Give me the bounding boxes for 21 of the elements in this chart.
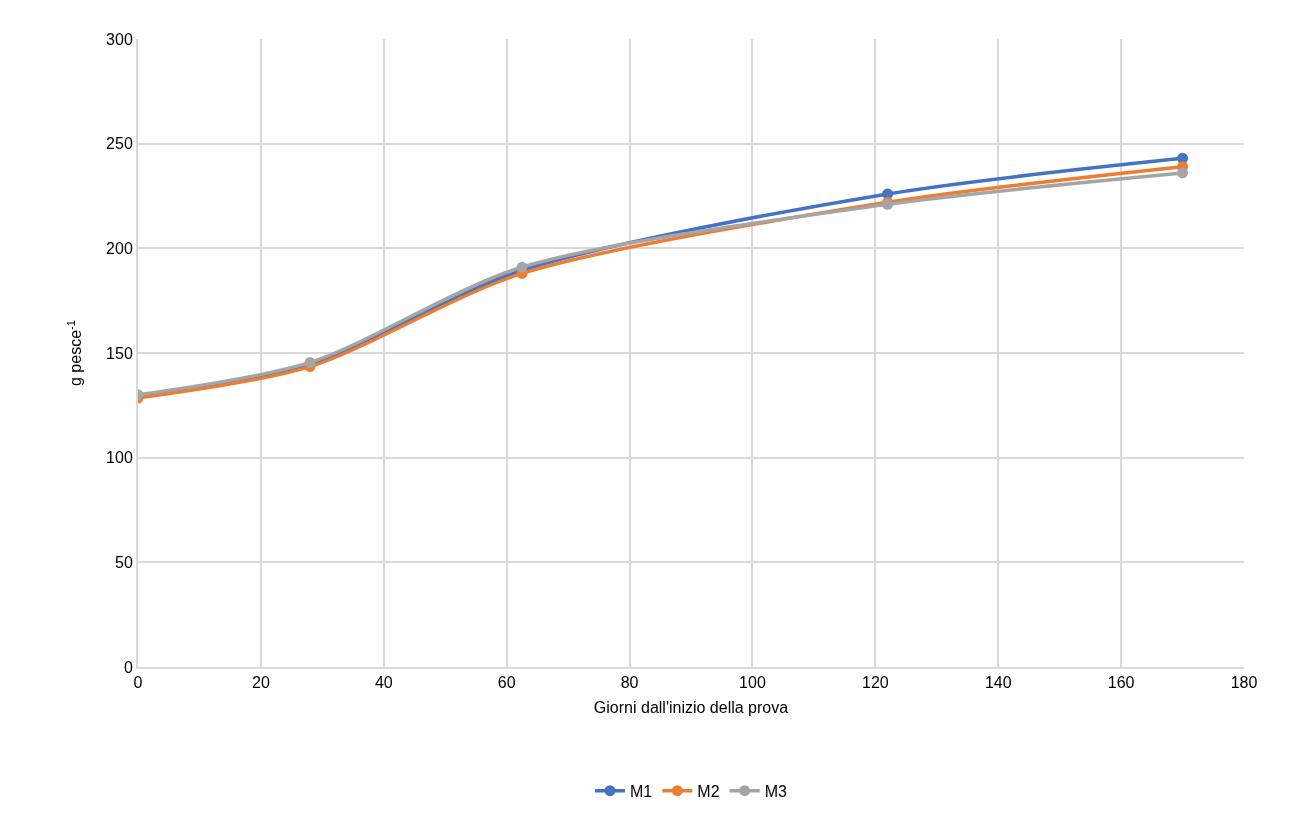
legend-label: M1 [630,782,653,800]
y-tick-label: 150 [106,344,133,362]
y-tick-label: 50 [115,553,133,571]
x-tick-label: 20 [251,674,270,692]
x-axis-title: Giorni dall'inizio della prova [593,699,789,717]
legend-label: M3 [764,782,787,800]
y-tick-label: 100 [106,449,133,467]
x-tick-label: 40 [374,674,393,692]
y-tick-label: 0 [123,658,133,676]
x-tick-label: 120 [861,674,889,692]
point [1177,167,1189,179]
x-tick-label: 140 [984,674,1012,692]
x-tick-label: 180 [1230,674,1258,692]
y-tick-label: 200 [106,239,133,257]
x-tick-label: 100 [739,674,766,692]
x-tick-label: 60 [497,674,516,692]
legend-label: M2 [697,782,720,800]
x-tick-label: 80 [620,674,639,692]
x-tick-label: 160 [1107,674,1135,692]
y-tick-label: 300 [106,30,133,48]
y-tick-label: 250 [106,135,133,153]
